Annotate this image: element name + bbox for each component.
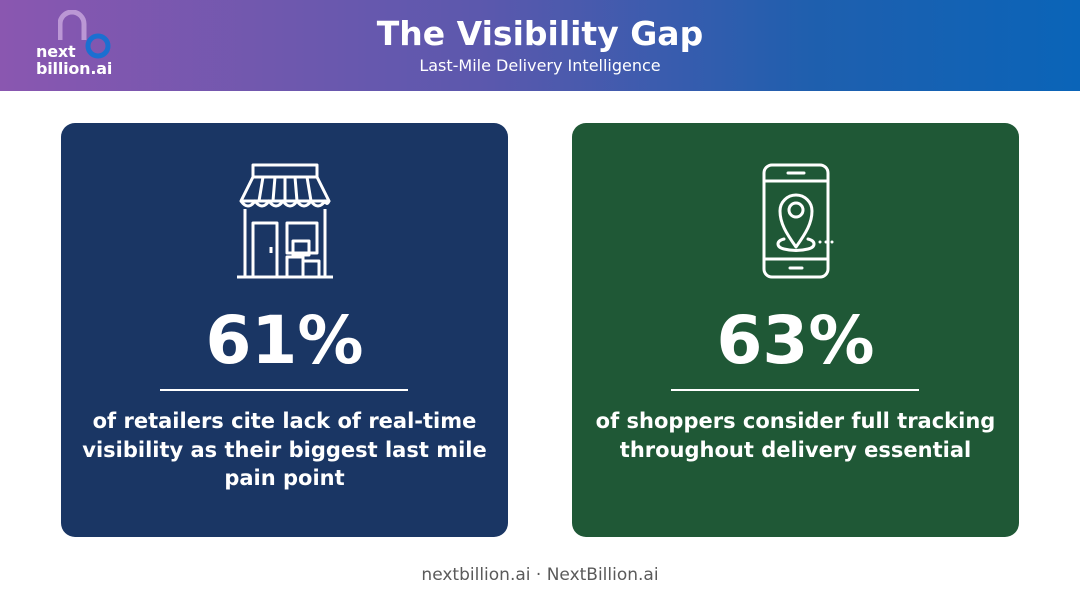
page-subtitle: Last-Mile Delivery Intelligence bbox=[419, 56, 661, 75]
retailer-stat-value: 61% bbox=[205, 302, 364, 379]
shopper-stat-value: 63% bbox=[716, 302, 875, 379]
retailer-stat-card: 61% of retailers cite lack of real-time … bbox=[61, 123, 508, 537]
shopper-divider bbox=[671, 389, 919, 391]
storefront-icon bbox=[61, 161, 508, 281]
logo-text: next billion.ai bbox=[36, 42, 113, 78]
shopper-stat-card: 63% of shoppers consider full tracking t… bbox=[572, 123, 1019, 537]
phone-location-pin-icon bbox=[572, 161, 1019, 281]
retailer-divider bbox=[160, 389, 408, 391]
header-banner: next billion.ai The Visibility Gap Last-… bbox=[0, 0, 1080, 91]
retailer-stat-description: of retailers cite lack of real-time visi… bbox=[82, 409, 487, 490]
shopper-stat-description: of shoppers consider full tracking throu… bbox=[595, 409, 996, 462]
logo-mark-icon bbox=[58, 10, 111, 59]
page-title: The Visibility Gap bbox=[376, 14, 704, 53]
nextbillion-logo[interactable]: next billion.ai bbox=[36, 10, 136, 82]
footer-credit: nextbillion.ai · NextBillion.ai bbox=[421, 565, 659, 585]
